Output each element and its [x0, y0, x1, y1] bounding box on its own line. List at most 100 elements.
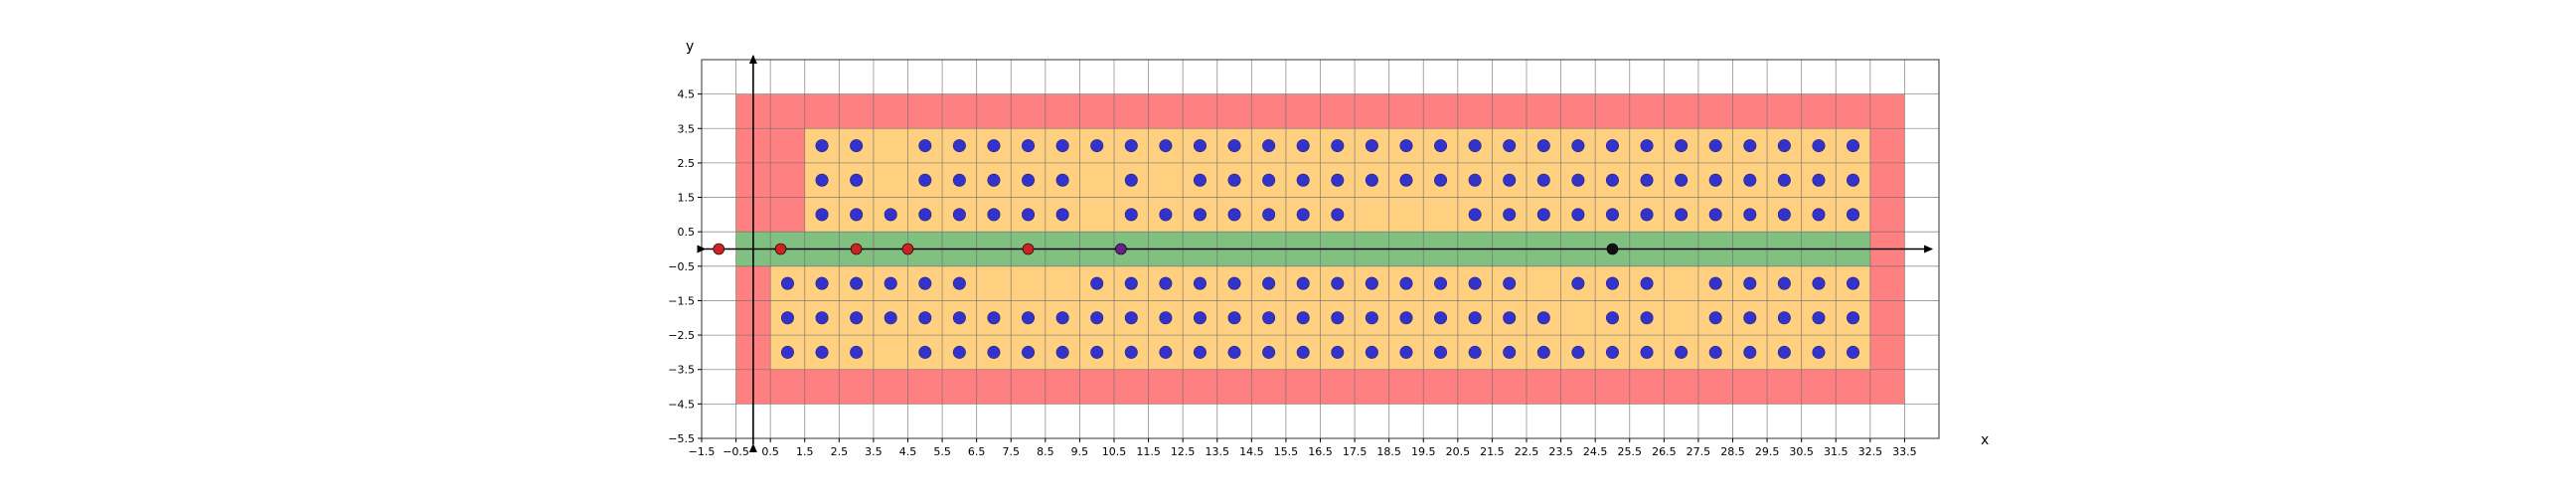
data-point — [1159, 276, 1173, 290]
x-tick-label: 21.5 — [1480, 445, 1505, 458]
data-point — [1743, 139, 1757, 153]
data-point — [850, 311, 864, 325]
x-tick-label: 6.5 — [968, 445, 986, 458]
data-point — [1262, 173, 1276, 187]
y-tick-label: 4.5 — [678, 88, 696, 101]
data-point — [918, 173, 932, 187]
data-point — [1503, 311, 1517, 325]
data-point — [1708, 276, 1722, 290]
data-point — [1605, 345, 1619, 359]
data-point — [1296, 345, 1310, 359]
data-point — [1365, 345, 1378, 359]
x-tick-label: 16.5 — [1308, 445, 1333, 458]
data-point — [1675, 139, 1689, 153]
data-point — [987, 345, 1001, 359]
data-point — [1743, 276, 1757, 290]
data-point — [850, 173, 864, 187]
data-point — [952, 276, 966, 290]
data-point — [1331, 173, 1345, 187]
data-point — [1022, 311, 1036, 325]
y-tick-label: 2.5 — [678, 157, 696, 170]
data-point — [1812, 139, 1826, 153]
x-tick-label: −0.5 — [723, 445, 749, 458]
data-point — [952, 345, 966, 359]
data-point — [1640, 173, 1654, 187]
x-tick-label: 26.5 — [1652, 445, 1677, 458]
axis-point — [1606, 243, 1619, 255]
data-point — [1159, 208, 1173, 222]
data-point — [1743, 173, 1757, 187]
data-point — [1262, 276, 1276, 290]
x-axis-label: x — [1981, 432, 1989, 448]
axis-point — [1022, 243, 1035, 255]
data-point — [918, 139, 932, 153]
data-point — [1503, 345, 1517, 359]
data-point — [1434, 345, 1448, 359]
x-tick-label: 20.5 — [1446, 445, 1471, 458]
data-point — [1571, 276, 1585, 290]
data-point — [1159, 139, 1173, 153]
data-point — [1503, 139, 1517, 153]
data-point — [1536, 173, 1550, 187]
data-point — [1605, 208, 1619, 222]
data-point — [1708, 345, 1722, 359]
x-tick-label: −1.5 — [689, 445, 716, 458]
data-point — [1227, 276, 1241, 290]
x-tick-label: 4.5 — [899, 445, 917, 458]
data-point — [1847, 139, 1860, 153]
data-point — [952, 311, 966, 325]
x-tick-label: 8.5 — [1037, 445, 1054, 458]
y-tick-label: −2.5 — [668, 329, 695, 342]
data-point — [1399, 276, 1413, 290]
data-point — [1812, 345, 1826, 359]
x-tick-label: 25.5 — [1618, 445, 1643, 458]
data-point — [1605, 276, 1619, 290]
data-point — [1055, 311, 1069, 325]
data-point — [1193, 276, 1207, 290]
y-tick-label: 3.5 — [678, 122, 696, 135]
data-point — [987, 208, 1001, 222]
data-point — [1708, 139, 1722, 153]
data-point — [918, 208, 932, 222]
data-point — [1124, 276, 1138, 290]
data-point — [1536, 208, 1550, 222]
data-point — [1640, 139, 1654, 153]
data-point — [780, 345, 794, 359]
y-tick-label: −0.5 — [668, 260, 695, 273]
data-point — [1777, 345, 1791, 359]
data-point — [1227, 345, 1241, 359]
x-tick-label: 33.5 — [1892, 445, 1917, 458]
data-point — [850, 276, 864, 290]
data-point — [952, 173, 966, 187]
x-tick-label: 7.5 — [1003, 445, 1021, 458]
data-point — [1262, 208, 1276, 222]
x-tick-label: 28.5 — [1720, 445, 1745, 458]
data-point — [1296, 276, 1310, 290]
data-point — [1675, 208, 1689, 222]
data-point — [1227, 139, 1241, 153]
data-point — [1090, 276, 1104, 290]
data-point — [1090, 311, 1104, 325]
data-point — [1434, 311, 1448, 325]
data-point — [1847, 311, 1860, 325]
x-tick-label: 18.5 — [1376, 445, 1401, 458]
data-point — [1262, 345, 1276, 359]
data-point — [1468, 311, 1482, 325]
data-point — [1847, 345, 1860, 359]
data-point — [1847, 173, 1860, 187]
data-point — [1571, 345, 1585, 359]
x-tick-label: 10.5 — [1102, 445, 1127, 458]
data-point — [1743, 208, 1757, 222]
data-point — [1022, 173, 1036, 187]
data-point — [1434, 173, 1448, 187]
data-point — [1743, 345, 1757, 359]
data-point — [1365, 276, 1378, 290]
x-tick-label: 3.5 — [865, 445, 883, 458]
data-point — [1124, 208, 1138, 222]
y-tick-label: −3.5 — [668, 364, 695, 377]
data-point — [884, 311, 897, 325]
data-point — [1812, 173, 1826, 187]
data-point — [1675, 345, 1689, 359]
y-tick-label: 0.5 — [678, 226, 696, 239]
